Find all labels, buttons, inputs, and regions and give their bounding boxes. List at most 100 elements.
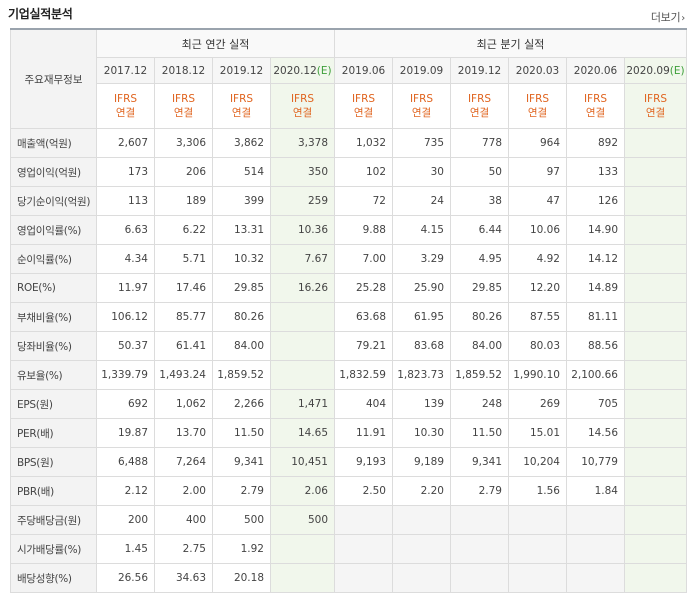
chevron-right-icon: › — [681, 13, 685, 24]
data-cell: 97 — [508, 157, 567, 187]
standard-ifrs: IFRS — [351, 93, 376, 105]
accounting-standard: IFRS 연결 — [154, 83, 213, 129]
data-cell: 173 — [96, 157, 155, 187]
data-cell — [624, 244, 687, 274]
data-cell: 14.12 — [566, 244, 625, 274]
standard-consolidated: 연결 — [645, 107, 666, 119]
data-cell — [334, 534, 393, 564]
data-cell: 5.71 — [154, 244, 213, 274]
accounting-standard: IFRS 연결 — [334, 83, 393, 129]
data-cell: 1.45 — [96, 534, 155, 564]
data-cell: 30 — [392, 157, 451, 187]
data-cell — [270, 534, 335, 564]
data-cell: 2.79 — [212, 476, 271, 506]
row-label: PER(배) — [10, 418, 97, 448]
data-cell — [508, 534, 567, 564]
period-header: 2017.12 — [96, 57, 155, 84]
standard-consolidated: 연결 — [585, 107, 606, 119]
data-cell — [624, 418, 687, 448]
data-cell — [624, 128, 687, 158]
data-cell: 964 — [508, 128, 567, 158]
data-cell: 12.20 — [508, 273, 567, 303]
financial-summary-table: 주요재무정보 최근 연간 실적 최근 분기 실적 2017.12 2018.12 2… — [10, 28, 687, 593]
data-cell: 14.56 — [566, 418, 625, 448]
row-label: 시가배당률(%) — [10, 534, 97, 564]
accounting-standard: IFRS 연결 — [566, 83, 625, 129]
row-label: BPS(원) — [10, 447, 97, 477]
data-cell: 113 — [96, 186, 155, 216]
data-cell: 2,100.66 — [566, 360, 625, 390]
data-cell — [624, 447, 687, 477]
period-header: 2020.12(E) — [270, 57, 335, 84]
table-row: ROE(%) 11.97 17.46 29.85 16.26 25.28 25.90 29.8… — [10, 273, 687, 303]
standard-consolidated: 연결 — [173, 107, 194, 119]
data-cell: 1.56 — [508, 476, 567, 506]
period-label: 2019.06 — [341, 64, 386, 77]
data-cell: 4.34 — [96, 244, 155, 274]
data-cell: 11.97 — [96, 273, 155, 303]
data-cell: 500 — [212, 505, 271, 535]
data-cell: 7,264 — [154, 447, 213, 477]
data-cell: 1,339.79 — [96, 360, 155, 390]
period-label: 2019.09 — [399, 64, 444, 77]
row-label: 영업이익(억원) — [10, 157, 97, 187]
data-cell: 1,062 — [154, 389, 213, 419]
data-cell — [270, 360, 335, 390]
data-cell: 2.75 — [154, 534, 213, 564]
data-cell — [624, 302, 687, 332]
annual-group-header: 최근 연간 실적 — [96, 28, 335, 58]
table-body: 매출액(억원) 2,607 3,306 3,862 3,378 1,032 735 778 96… — [10, 128, 687, 593]
period-label: 2019.12 — [457, 64, 502, 77]
more-link[interactable]: 더보기› — [651, 9, 685, 25]
row-label: 부채비율(%) — [10, 302, 97, 332]
data-cell: 350 — [270, 157, 335, 187]
standard-consolidated: 연결 — [115, 107, 136, 119]
period-label: 2018.12 — [161, 64, 206, 77]
accounting-standard: IFRS 연결 — [450, 83, 509, 129]
standard-ifrs: IFRS — [467, 93, 492, 105]
table-row: PER(배) 19.87 13.70 11.50 14.65 11.91 10.30 11.5… — [10, 418, 687, 448]
data-cell: 26.56 — [96, 563, 155, 593]
data-cell — [624, 186, 687, 216]
data-cell: 1,832.59 — [334, 360, 393, 390]
data-cell — [624, 534, 687, 564]
data-cell: 83.68 — [392, 331, 451, 361]
data-cell — [450, 505, 509, 535]
accounting-standard: IFRS 연결 — [96, 83, 155, 129]
table-row: 당기순이익(억원) 113 189 399 259 72 24 38 47 126 — [10, 186, 687, 216]
data-cell: 4.95 — [450, 244, 509, 274]
accounting-standard: IFRS 연결 — [212, 83, 271, 129]
data-cell — [624, 360, 687, 390]
data-cell: 13.31 — [212, 215, 271, 245]
data-cell: 6.22 — [154, 215, 213, 245]
data-cell: 16.26 — [270, 273, 335, 303]
data-cell: 84.00 — [212, 331, 271, 361]
data-cell: 72 — [334, 186, 393, 216]
standard-ifrs: IFRS — [229, 93, 254, 105]
standard-consolidated: 연결 — [292, 107, 313, 119]
row-label: 당좌비율(%) — [10, 331, 97, 361]
data-cell: 80.26 — [450, 302, 509, 332]
data-cell: 133 — [566, 157, 625, 187]
data-cell: 735 — [392, 128, 451, 158]
data-cell: 7.67 — [270, 244, 335, 274]
data-cell: 10.30 — [392, 418, 451, 448]
data-cell: 269 — [508, 389, 567, 419]
data-cell: 2.79 — [450, 476, 509, 506]
table-row: 시가배당률(%) 1.45 2.75 1.92 — [10, 534, 687, 564]
data-cell: 126 — [566, 186, 625, 216]
data-cell — [566, 563, 625, 593]
data-cell — [270, 331, 335, 361]
table-row: PBR(배) 2.12 2.00 2.79 2.06 2.50 2.20 2.79 1.56 1.… — [10, 476, 687, 506]
data-cell: 9,341 — [450, 447, 509, 477]
data-cell: 15.01 — [508, 418, 567, 448]
accounting-standard: IFRS 연결 — [392, 83, 451, 129]
data-cell: 20.18 — [212, 563, 271, 593]
data-cell: 3,306 — [154, 128, 213, 158]
data-cell: 206 — [154, 157, 213, 187]
data-cell: 6.63 — [96, 215, 155, 245]
period-header: 2018.12 — [154, 57, 213, 84]
table-row: 영업이익률(%) 6.63 6.22 13.31 10.36 9.88 4.15 6.44 10… — [10, 215, 687, 245]
data-cell — [624, 505, 687, 535]
data-cell: 1.84 — [566, 476, 625, 506]
